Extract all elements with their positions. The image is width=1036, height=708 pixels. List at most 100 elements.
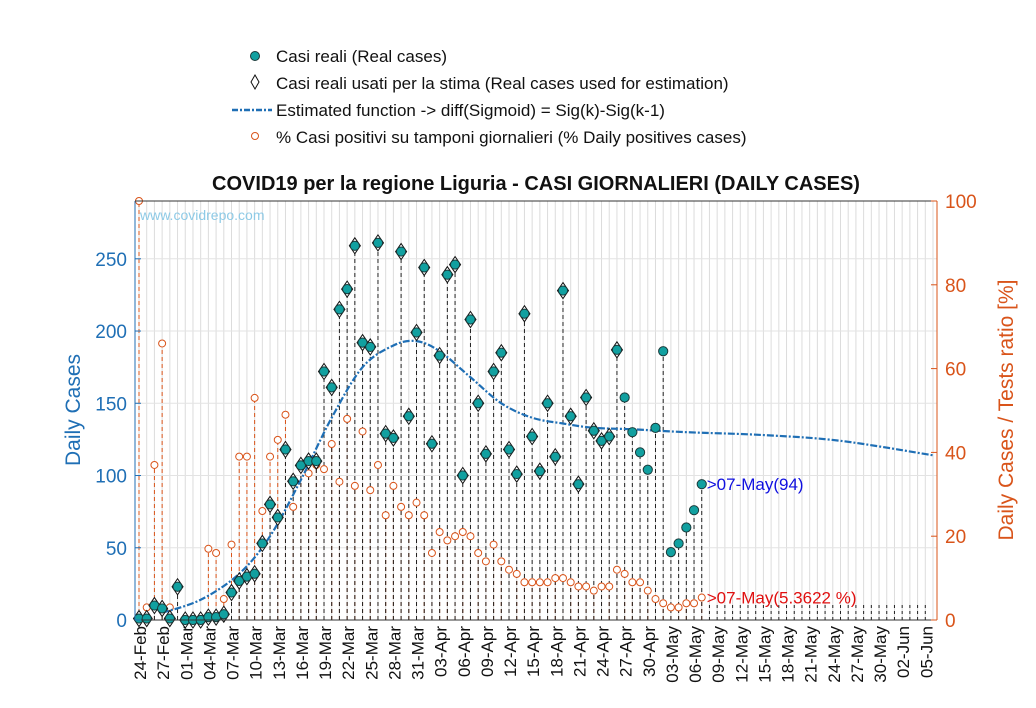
- real-point: [311, 455, 322, 467]
- real-point: [395, 246, 407, 257]
- real-point: [565, 411, 576, 422]
- real-point: [226, 587, 237, 598]
- real-point: [272, 512, 283, 523]
- real-point: [665, 546, 677, 558]
- ratio-point: [420, 511, 429, 520]
- real-point: [696, 479, 707, 490]
- real-point: [372, 237, 384, 248]
- y-axis-label-left: Daily Cases: [62, 354, 85, 466]
- annotation-layer: >07-May(94) >07-May(5.3622 %): [707, 475, 857, 607]
- real-point: [588, 425, 599, 436]
- real-point: [264, 499, 276, 510]
- annotation-label: >07-May(94): [707, 475, 804, 494]
- chart-title: COVID19 per la regione Liguria - CASI GI…: [212, 173, 860, 195]
- real-point: [419, 262, 430, 273]
- ratio-point: [412, 498, 421, 507]
- real-point: [542, 398, 553, 409]
- real-point: [658, 346, 669, 357]
- x-tick-label: 16-Mar: [293, 626, 312, 680]
- x-tick-label: 12-Apr: [501, 626, 520, 677]
- ratio-point: [666, 603, 675, 612]
- real-point: [357, 337, 368, 348]
- real-points: [133, 237, 707, 626]
- ratio-point: [605, 582, 614, 591]
- real-point: [627, 427, 638, 438]
- real-point: [342, 284, 353, 295]
- real-point: [257, 538, 268, 549]
- x-tick-label: 31-Mar: [409, 626, 428, 680]
- ratio-point: [505, 565, 514, 574]
- x-tick-label: 27-Apr: [617, 626, 636, 677]
- y-tick-label-left: 100: [95, 467, 127, 488]
- real-point: [650, 422, 661, 433]
- ratio-point: [242, 452, 251, 461]
- real-point: [295, 460, 306, 471]
- ratio-point: [481, 557, 490, 566]
- ratio-point: [651, 595, 660, 604]
- real-point: [673, 538, 684, 549]
- ratio-point: [512, 569, 521, 578]
- legend-label-used: Casi reali usati per la stima (Real case…: [276, 74, 729, 93]
- ratio-point: [566, 578, 575, 587]
- x-tick-label: 03-Apr: [432, 626, 451, 677]
- y-tick-label-right: 20: [945, 527, 966, 548]
- x-tick-label: 04-Mar: [200, 626, 219, 680]
- ratio-point: [266, 452, 275, 461]
- real-point: [496, 347, 507, 358]
- x-tick-label: 28-Mar: [385, 626, 404, 680]
- real-point: [611, 344, 623, 355]
- ratio-point: [628, 578, 637, 587]
- y-tick-label-right: 80: [945, 276, 966, 297]
- x-tick-label: 18-May: [779, 626, 798, 683]
- real-point: [234, 575, 245, 587]
- ratio-point: [528, 578, 537, 587]
- ratio-point: [589, 586, 598, 595]
- real-point: [218, 609, 229, 620]
- real-point: [527, 431, 538, 442]
- ratio-point: [389, 481, 398, 490]
- real-point: [365, 341, 376, 353]
- x-tick-label: 21-Apr: [570, 626, 589, 677]
- ratio-point: [235, 452, 244, 461]
- ratio-point: [443, 536, 452, 545]
- x-tick-label: 30-Apr: [640, 626, 659, 677]
- ratio-point: [219, 595, 228, 604]
- ratio-point: [350, 481, 359, 490]
- real-point: [642, 464, 653, 475]
- ratio-point: [682, 599, 691, 608]
- real-point: [249, 568, 260, 579]
- ratio-point: [366, 486, 375, 495]
- ratio-point: [497, 557, 506, 566]
- ratio-point: [535, 578, 544, 587]
- real-point: [681, 522, 692, 533]
- y-axis-label-right: Daily Cases / Tests ratio [%]: [995, 279, 1018, 540]
- ratio-point: [643, 586, 652, 595]
- x-tick-label: 30-May: [871, 626, 890, 683]
- ratio-point: [582, 582, 591, 591]
- real-point: [442, 269, 453, 280]
- real-point: [581, 392, 592, 403]
- x-tick-label: 07-Mar: [224, 626, 243, 680]
- real-point: [334, 304, 345, 315]
- ratio-point: [697, 593, 706, 602]
- x-tick-label: 19-Mar: [316, 626, 335, 680]
- real-point: [326, 382, 337, 393]
- real-point: [634, 447, 646, 458]
- ratio-point: [258, 507, 267, 516]
- ratio-point: [574, 582, 583, 591]
- legend-label-ratio: % Casi positivi su tamponi giornalieri (…: [276, 128, 747, 147]
- x-tick-label: 10-Mar: [247, 626, 266, 680]
- ratio-point: [343, 414, 352, 423]
- watermark: www.covidrepo.com: [139, 207, 265, 223]
- real-point: [473, 398, 484, 409]
- x-tick-label: 01-Mar: [177, 626, 196, 680]
- real-point: [604, 431, 615, 442]
- real-point: [172, 581, 183, 592]
- ratio-point: [551, 574, 560, 583]
- real-point: [434, 350, 445, 361]
- y-tick-label-left: 200: [95, 322, 127, 343]
- legend: Casi reali (Real cases) Casi reali usati…: [232, 47, 747, 147]
- ratio-point: [227, 540, 236, 549]
- x-tick-label: 13-Mar: [270, 626, 289, 680]
